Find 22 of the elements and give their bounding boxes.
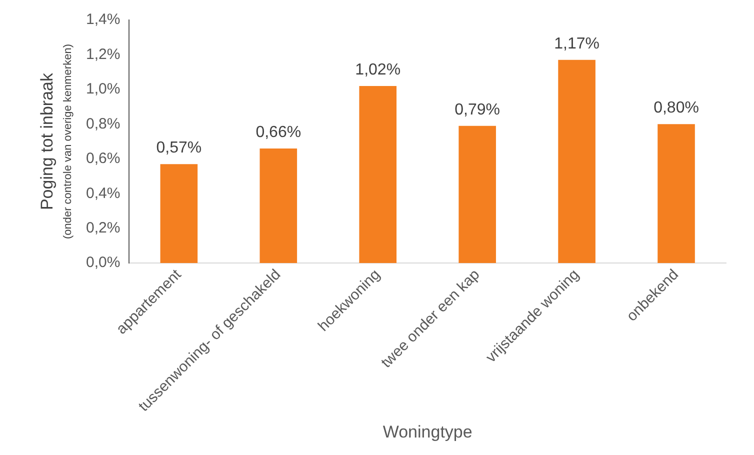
y-axis-title: Poging tot inbraak (onder controle van overige kenmerken)	[38, 44, 74, 240]
y-tick-label: 1,2%	[86, 46, 120, 63]
data-label: 0,57%	[156, 140, 202, 157]
x-axis-title: Woningtype	[382, 422, 472, 442]
bar	[658, 124, 695, 264]
data-label: 0,80%	[654, 100, 699, 117]
bar	[359, 86, 397, 264]
bar	[260, 148, 298, 264]
y-tick-label: 1,4%	[86, 11, 120, 28]
y-tick-label: 0,8%	[86, 115, 120, 132]
data-label: 0,79%	[454, 101, 500, 118]
data-label: 1,02%	[355, 61, 401, 78]
y-tick-label: 0,4%	[86, 184, 120, 202]
data-label: 1,17%	[554, 35, 600, 52]
data-label: 0,66%	[256, 124, 302, 141]
y-tick-label: 0,2%	[86, 219, 120, 236]
y-tick-label: 0,0%	[86, 254, 120, 272]
bar	[458, 126, 496, 264]
y-tick-label: 0,6%	[86, 150, 120, 168]
bar	[160, 164, 198, 264]
y-tick-label: 1,0%	[86, 80, 120, 98]
bar	[558, 60, 596, 264]
